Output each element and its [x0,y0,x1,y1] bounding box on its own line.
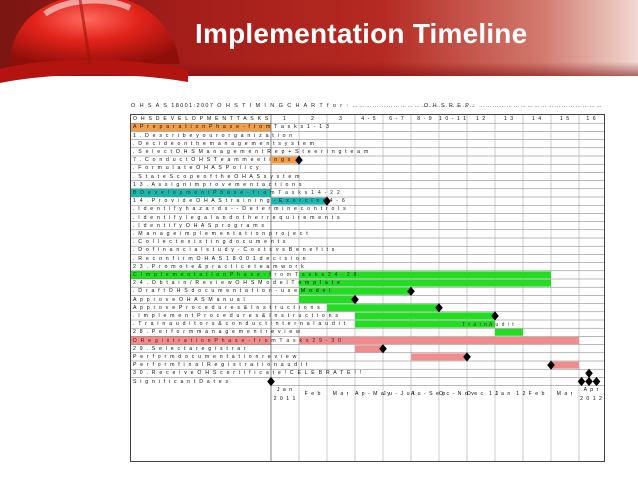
task-row-label: . I d e n t i f y O H A S p r o g r a m … [133,222,266,229]
period-column-header: 1 6 [586,116,597,122]
month-label: J a n 2 0 1 1 [273,386,297,402]
gantt-bar [327,304,439,312]
audit-bar-label: A u d i t [489,321,515,328]
phase-row-fill [131,336,271,345]
milestone-diamond [323,196,331,206]
gantt-bar [411,353,467,361]
period-column-header: 1 5 [559,116,571,122]
milestone-diamond [351,294,359,305]
task-row-label: . T r a i n a u d i t o r s & c o n d u … [133,321,347,328]
chart-sheet-header: O H S A S 18001:2007 O H S T I M I N G C… [131,103,604,109]
hard-hat-icon [0,0,188,84]
task-row-label: . I d e n t i f y h a z a r d s - - D e … [133,206,347,213]
gantt-bar [355,345,383,353]
gantt-bar [355,320,495,328]
period-column-header: 1 2 [475,116,487,122]
gantt-bar [551,361,579,369]
gantt-bar [299,296,355,303]
gantt-bar [271,156,299,164]
task-row-label: P e r f o r m f i n a l R e g i s t r a … [133,362,309,369]
month-label: J a n 1 2 [495,390,527,397]
gantt-bar [355,312,495,320]
task-row-label: . C o l l e c t e x i s t i n g d o c u … [133,239,287,246]
month-label: M a r [556,390,574,397]
task-row-label: . F o r m u l a t e O H A S P o l i c y [133,165,260,172]
task-row-label: 7 . C o n d u c t O H S T e a m m e e t … [133,157,292,164]
train-bar-label: T r a i n [462,321,488,328]
task-row-label: 1 . D e s c r i b e y o u r o r g a n i … [133,132,294,139]
task-row-label: A p p r o v e P r o c e d u r e s & I n … [133,304,322,311]
task-row-label: 2 4 . O b t a i n / R e v i e w O H S M … [133,280,342,287]
task-row-label: 1 3 . A s s i g n i m p r o v e m e n t … [133,181,303,188]
period-column-header: 1 4 [531,116,543,122]
period-column-header: 3 [339,116,343,122]
task-row-label: 1 4 . P r o v i d e O H A S t r a i n i … [133,198,346,205]
gantt-bar [271,197,327,205]
ohs-rep-label: O H S R E P : ……………………………………………… [424,103,604,109]
timing-chart-table: O H S D E V E L O P M E N T T A S K S 1 2 3… [130,114,605,462]
task-row-label: 2 3 . P r o m o t e & p r a c t i c e t … [133,263,305,270]
month-label: A p r 2 0 1 2 [580,386,603,402]
period-column-header: 1 0 - 1 1 [439,116,468,122]
gantt-bar [299,287,411,295]
phase-row-fill [131,123,271,132]
month-label: O c - N o v [439,390,475,397]
task-row-label: . R e c o n f i r m O H A S 1 8 0 0 1 d … [133,255,307,262]
task-row-label: . I d e n t i f y l e g a l a n d o t h … [133,214,341,221]
task-row-label: S i g n i f i c a n t D a t e s [133,378,230,385]
slide-title: Implementation Timeline [195,18,528,49]
task-row-label: . I m p l e m e n t P r o c e d u r e s … [133,313,340,319]
period-column-header: 1 3 [503,116,515,122]
phase-row-fill [131,188,271,197]
month-label: F e b [304,390,322,397]
chart-for-label: O H S A S 18001:2007 O H S T I M I N G C… [131,103,477,109]
period-column-header: 8 - 9 [417,116,433,122]
month-label: J u - J u l [383,390,416,397]
milestone-diamond [435,303,443,313]
task-row-label: . D o f i n a n c i a l s t u d y - C o … [133,247,336,254]
task-row-label: . M a n a g e i m p l e m e n t a t i o … [133,231,309,237]
phase-row-label: D R e g i s t r a t i o n P h a s e - f … [133,337,343,344]
task-row-label: . S t a t e S c o p e o f t h e O H A S … [133,173,301,180]
task-column-header: O H S D E V E L O P M E N T T A S K S [133,116,270,122]
milestone-diamond [379,344,387,354]
phase-row-label: B D e v e l o p m e n t P h a s e - f r … [133,190,341,196]
milestone-diamond [295,155,303,165]
month-label: A u - S e p [411,390,447,397]
phase-row-label: A P r e p a r a t i o n P h a s e - f r … [133,124,331,131]
milestone-diamond [585,368,593,378]
task-row-label: P e r f o r m d o c u m e n t a t i o n … [133,354,298,360]
month-label: M a r [332,390,350,397]
gantt-bar [299,279,551,287]
gantt-bar [495,328,523,336]
period-column-header: 1 [283,116,287,122]
month-label: A p - M a y [355,390,391,397]
timing-chart-grid [131,115,604,461]
task-row-label: 3 0 . R e c e i v e O H S c e r t i f i … [133,370,363,377]
milestone-diamond [407,286,415,296]
period-column-header: 6 - 7 [389,116,405,122]
phase-row-label: C I m p l e m e n t a t i o n P h a s e … [133,272,358,278]
month-label: F e b [528,390,546,397]
task-row-label: 2 8 . P e r f o r m m a n a g e m e n t … [133,329,302,336]
slide-header-band: Implementation Timeline [0,0,638,84]
period-column-header: 2 [311,116,315,122]
task-row-label: . D r a f t O H S d o c u m e n t a t i … [133,288,332,295]
month-label: D e c 1 1 [467,390,500,397]
gantt-bar [299,337,579,344]
task-row-label: A p p r o v e O H A S M a n u a l [133,296,246,303]
task-row-label: 2 9 . S e l e c t a r e g i s t r a r [133,345,247,352]
period-column-header: 4 - 5 [361,116,377,122]
task-row-label: . S e l e c t O H S M a n a g e m e n t … [133,149,370,155]
gantt-bar [299,271,551,279]
significant-date-diamond [267,376,275,387]
task-row-label: . D e c i d e o n t h e m a n a g e m e … [133,140,316,147]
phase-row-fill [131,270,271,279]
